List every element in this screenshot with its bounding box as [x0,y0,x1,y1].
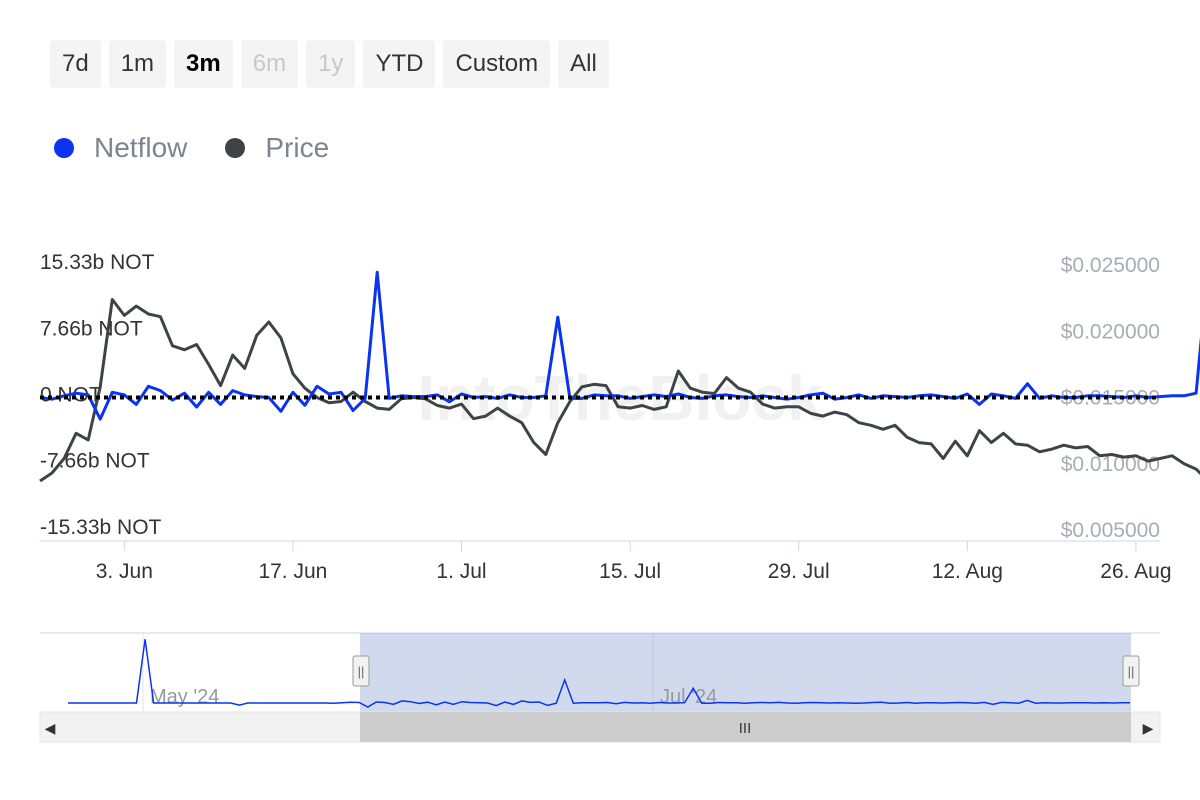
range-selector: 7d 1m 3m 6m 1y YTD Custom All [50,40,609,88]
left-axis-tick-label: 7.66b NOT [40,317,143,340]
right-axis-tick-label: $0.010000 [1061,453,1160,476]
scrollbar-thumb[interactable] [360,712,1131,742]
left-axis-tick-label: 15.33b NOT [40,251,155,274]
legend: Netflow Price [54,132,329,164]
range-button-1y: 1y [306,40,356,88]
left-axis-tick-label: -15.33b NOT [40,516,162,539]
x-axis-tick-label: 15. Jul [599,560,661,583]
legend-dot-icon [225,138,246,158]
range-button-all[interactable]: All [558,40,609,88]
x-axis-tick-label: 26. Aug [1100,560,1171,583]
legend-dot-icon [54,138,74,158]
series-line-price [39,298,1200,483]
x-axis-tick-label: 17. Jun [258,560,327,583]
legend-label: Netflow [94,132,188,163]
range-button-ytd[interactable]: YTD [363,40,436,88]
handle-body [352,655,370,687]
legend-item-price[interactable]: Price [225,132,329,164]
x-axis-tick-label: 29. Jul [768,560,830,583]
legend-item-netflow[interactable]: Netflow [54,132,187,164]
navigator-left-handle[interactable]: || [352,655,370,687]
right-axis-tick-label: $0.005000 [1061,519,1160,542]
scrollbar-grip-icon: III [739,720,752,737]
right-axis-tick-label: $0.020000 [1061,320,1160,343]
x-axis-tick-label: 3. Jun [96,560,153,583]
range-button-6m: 6m [240,40,299,88]
left-axis-tick-label: -7.66b NOT [40,450,150,473]
navigator-series-line [68,639,1131,708]
handle-grip-icon: || [358,664,365,679]
range-button-custom[interactable]: Custom [443,40,551,88]
x-axis-tick-label: 1. Jul [436,560,486,583]
legend-label: Price [265,132,330,163]
range-button-1m[interactable]: 1m [108,40,167,88]
handle-grip-icon: || [1128,664,1135,679]
right-axis-tick-label: $0.025000 [1061,254,1160,277]
range-button-3m[interactable]: 3m [174,40,233,88]
navigator-right-handle[interactable]: || [1122,655,1140,687]
scroll-right-arrow-icon[interactable]: ▶ [1143,721,1154,737]
x-axis-tick-label: 12. Aug [932,560,1003,583]
navigator-label: May '24 [150,686,219,708]
scroll-left-arrow-icon[interactable]: ◀ [45,721,56,737]
range-button-7d[interactable]: 7d [50,40,101,88]
navigator-selected-range [360,633,1131,712]
handle-body [1122,655,1140,687]
